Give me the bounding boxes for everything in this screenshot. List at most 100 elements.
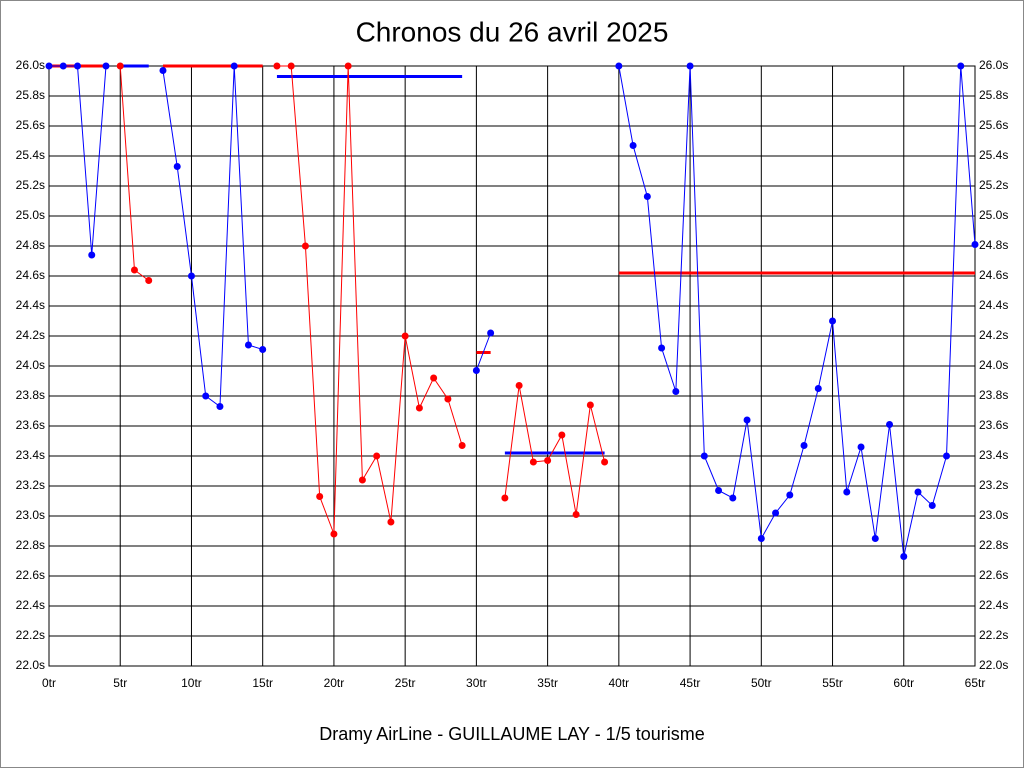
x-tick-label: 5tr: [113, 676, 127, 690]
y-tick-label: 24.2s: [16, 328, 45, 342]
data-point: [344, 62, 352, 70]
data-point: [130, 266, 138, 274]
data-point: [772, 509, 780, 517]
y-tick-label-right: 22.2s: [979, 628, 1008, 642]
data-point: [672, 388, 680, 395]
y-tick-label: 22.8s: [16, 538, 45, 552]
y-tick-label-right: 25.2s: [979, 178, 1008, 192]
data-point: [59, 62, 67, 70]
data-point: [829, 317, 837, 325]
y-tick-label-right: 25.8s: [979, 88, 1008, 102]
y-tick-label-right: 22.8s: [979, 538, 1008, 552]
data-point: [73, 62, 81, 70]
data-point: [515, 382, 523, 389]
y-tick-label: 24.6s: [16, 268, 45, 282]
data-point: [928, 502, 936, 509]
data-point: [886, 421, 894, 428]
data-point: [800, 442, 808, 449]
data-point: [501, 494, 509, 502]
data-point: [914, 488, 922, 496]
y-tick-label: 23.0s: [16, 508, 45, 522]
y-tick-label: 25.6s: [16, 118, 45, 132]
data-point: [572, 511, 580, 518]
data-point: [857, 443, 865, 451]
data-point: [444, 395, 452, 403]
data-point: [202, 392, 210, 400]
y-tick-label: 23.8s: [16, 388, 45, 402]
x-tick-label: 45tr: [680, 676, 701, 690]
y-tick-label: 25.2s: [16, 178, 45, 192]
x-tick-label: 10tr: [181, 676, 202, 690]
x-tick-label: 15tr: [252, 676, 273, 690]
data-point: [159, 67, 167, 74]
x-tick-label: 65tr: [965, 676, 986, 690]
data-point: [643, 193, 651, 200]
y-tick-label: 26.0s: [16, 58, 45, 72]
data-point: [116, 62, 124, 70]
x-tick-label: 60tr: [893, 676, 914, 690]
data-point: [900, 553, 908, 560]
data-point: [629, 142, 637, 149]
y-tick-label-right: 22.6s: [979, 568, 1008, 582]
data-point: [430, 374, 438, 382]
x-tick-label: 50tr: [751, 676, 772, 690]
data-point: [88, 251, 96, 259]
y-tick-label: 25.8s: [16, 88, 45, 102]
y-tick-label-right: 24.2s: [979, 328, 1008, 342]
data-point: [757, 535, 765, 542]
data-point: [102, 62, 110, 70]
data-point: [458, 442, 466, 449]
data-point: [871, 535, 879, 542]
data-point: [700, 452, 708, 460]
y-tick-label: 22.0s: [16, 658, 45, 672]
y-tick-label-right: 26.0s: [979, 58, 1008, 72]
y-tick-label-right: 25.4s: [979, 148, 1008, 162]
data-point: [615, 62, 623, 70]
data-point: [273, 62, 281, 70]
y-tick-label: 25.0s: [16, 208, 45, 222]
data-point: [316, 493, 324, 500]
data-point: [45, 62, 53, 70]
data-point: [187, 272, 195, 280]
data-point: [743, 416, 751, 424]
x-tick-label: 0tr: [42, 676, 56, 690]
y-tick-label: 24.0s: [16, 358, 45, 372]
y-tick-label-right: 25.6s: [979, 118, 1008, 132]
data-point: [145, 277, 153, 284]
data-point: [415, 404, 423, 412]
data-point: [601, 458, 609, 466]
x-tick-label: 55tr: [822, 676, 843, 690]
y-tick-label-right: 23.0s: [979, 508, 1008, 522]
data-point: [487, 329, 495, 337]
y-tick-label: 22.6s: [16, 568, 45, 582]
data-point: [472, 367, 480, 374]
data-point: [715, 487, 723, 494]
data-point: [216, 403, 224, 410]
y-tick-label-right: 23.2s: [979, 478, 1008, 492]
data-point: [373, 452, 381, 460]
data-point: [971, 241, 979, 248]
data-point: [814, 385, 822, 392]
x-tick-label: 35tr: [537, 676, 558, 690]
data-point: [658, 344, 666, 352]
y-tick-label-right: 22.0s: [979, 658, 1008, 672]
data-point: [729, 494, 737, 502]
data-point: [529, 458, 537, 466]
y-tick-label: 22.2s: [16, 628, 45, 642]
data-point: [957, 62, 965, 70]
data-point: [173, 163, 181, 170]
y-tick-label-right: 22.4s: [979, 598, 1008, 612]
chart-title: Chronos du 26 avril 2025: [356, 16, 669, 47]
data-point: [244, 341, 252, 349]
x-axis-label: Dramy AirLine - GUILLAUME LAY - 1/5 tour…: [319, 724, 704, 744]
y-tick-label-right: 23.4s: [979, 448, 1008, 462]
x-tick-label: 30tr: [466, 676, 487, 690]
y-tick-label-right: 24.4s: [979, 298, 1008, 312]
y-tick-label: 24.4s: [16, 298, 45, 312]
x-tick-label: 25tr: [395, 676, 416, 690]
data-point: [401, 332, 409, 340]
data-point: [259, 346, 267, 353]
data-point: [387, 518, 395, 526]
